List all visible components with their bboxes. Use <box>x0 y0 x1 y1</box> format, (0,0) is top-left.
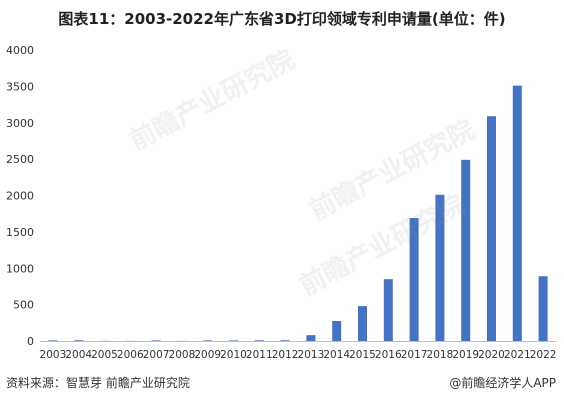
x-tick-label: 2020 <box>478 349 505 361</box>
y-tick-label: 3500 <box>6 80 34 93</box>
footer: 资料来源：智慧芽 前瞻产业研究院 @前瞻经济学人APP <box>0 374 564 396</box>
bar-2010 <box>229 340 238 341</box>
bar-2003 <box>48 340 58 341</box>
x-tick-label: 2015 <box>349 349 376 361</box>
bar-2009 <box>203 340 213 341</box>
chart-title: 图表11：2003-2022年广东省3D打印领域专利申请量(单位：件) <box>58 10 506 28</box>
y-tick-label: 1500 <box>6 226 34 239</box>
x-tick-label: 2016 <box>375 349 402 361</box>
brand-label: @前瞻经济学人APP <box>449 376 556 390</box>
bar-2004 <box>74 340 84 341</box>
y-tick-label: 2500 <box>6 153 34 166</box>
x-tick-label: 2018 <box>427 349 454 361</box>
y-tick-label: 0 <box>27 335 34 348</box>
x-tick-label: 2017 <box>401 349 428 361</box>
x-tick-label: 2009 <box>194 349 221 361</box>
x-tick-label: 2014 <box>323 349 350 361</box>
y-tick-label: 2000 <box>6 190 34 203</box>
x-tick-label: 2011 <box>246 349 273 361</box>
x-tick-label: 2021 <box>504 349 531 361</box>
y-tick-label: 4000 <box>6 44 34 57</box>
bar-2007 <box>151 340 161 341</box>
bar-2017 <box>409 218 419 341</box>
x-tick-label: 2008 <box>169 349 196 361</box>
x-tick-label: 2022 <box>530 349 557 361</box>
bar-2022 <box>538 276 548 341</box>
bar-2018 <box>435 194 445 341</box>
y-tick-label: 500 <box>13 299 34 312</box>
x-tick-label: 2012 <box>272 349 299 361</box>
x-tick-label: 2003 <box>40 349 67 361</box>
bar-2016 <box>383 279 393 341</box>
x-tick-label: 2005 <box>91 349 118 361</box>
x-tick-label: 2013 <box>298 349 325 361</box>
bar-2011 <box>254 340 264 341</box>
y-tick-label: 1000 <box>6 262 34 275</box>
x-tick-label: 2007 <box>143 349 170 361</box>
x-tick-label: 2019 <box>452 349 479 361</box>
source-note: 资料来源：智慧芽 前瞻产业研究院 <box>6 376 190 390</box>
bar-2020 <box>487 116 496 341</box>
x-tick-label: 2004 <box>65 349 92 361</box>
bar-2014 <box>332 320 342 341</box>
y-tick-label: 3000 <box>6 117 34 130</box>
bar-2021 <box>512 85 522 342</box>
x-tick-label: 2006 <box>117 349 144 361</box>
x-tick-label: 2010 <box>220 349 247 361</box>
bar-2019 <box>461 159 471 341</box>
bar-2015 <box>358 306 367 341</box>
bar-2013 <box>306 335 316 341</box>
bar-2012 <box>280 340 290 341</box>
